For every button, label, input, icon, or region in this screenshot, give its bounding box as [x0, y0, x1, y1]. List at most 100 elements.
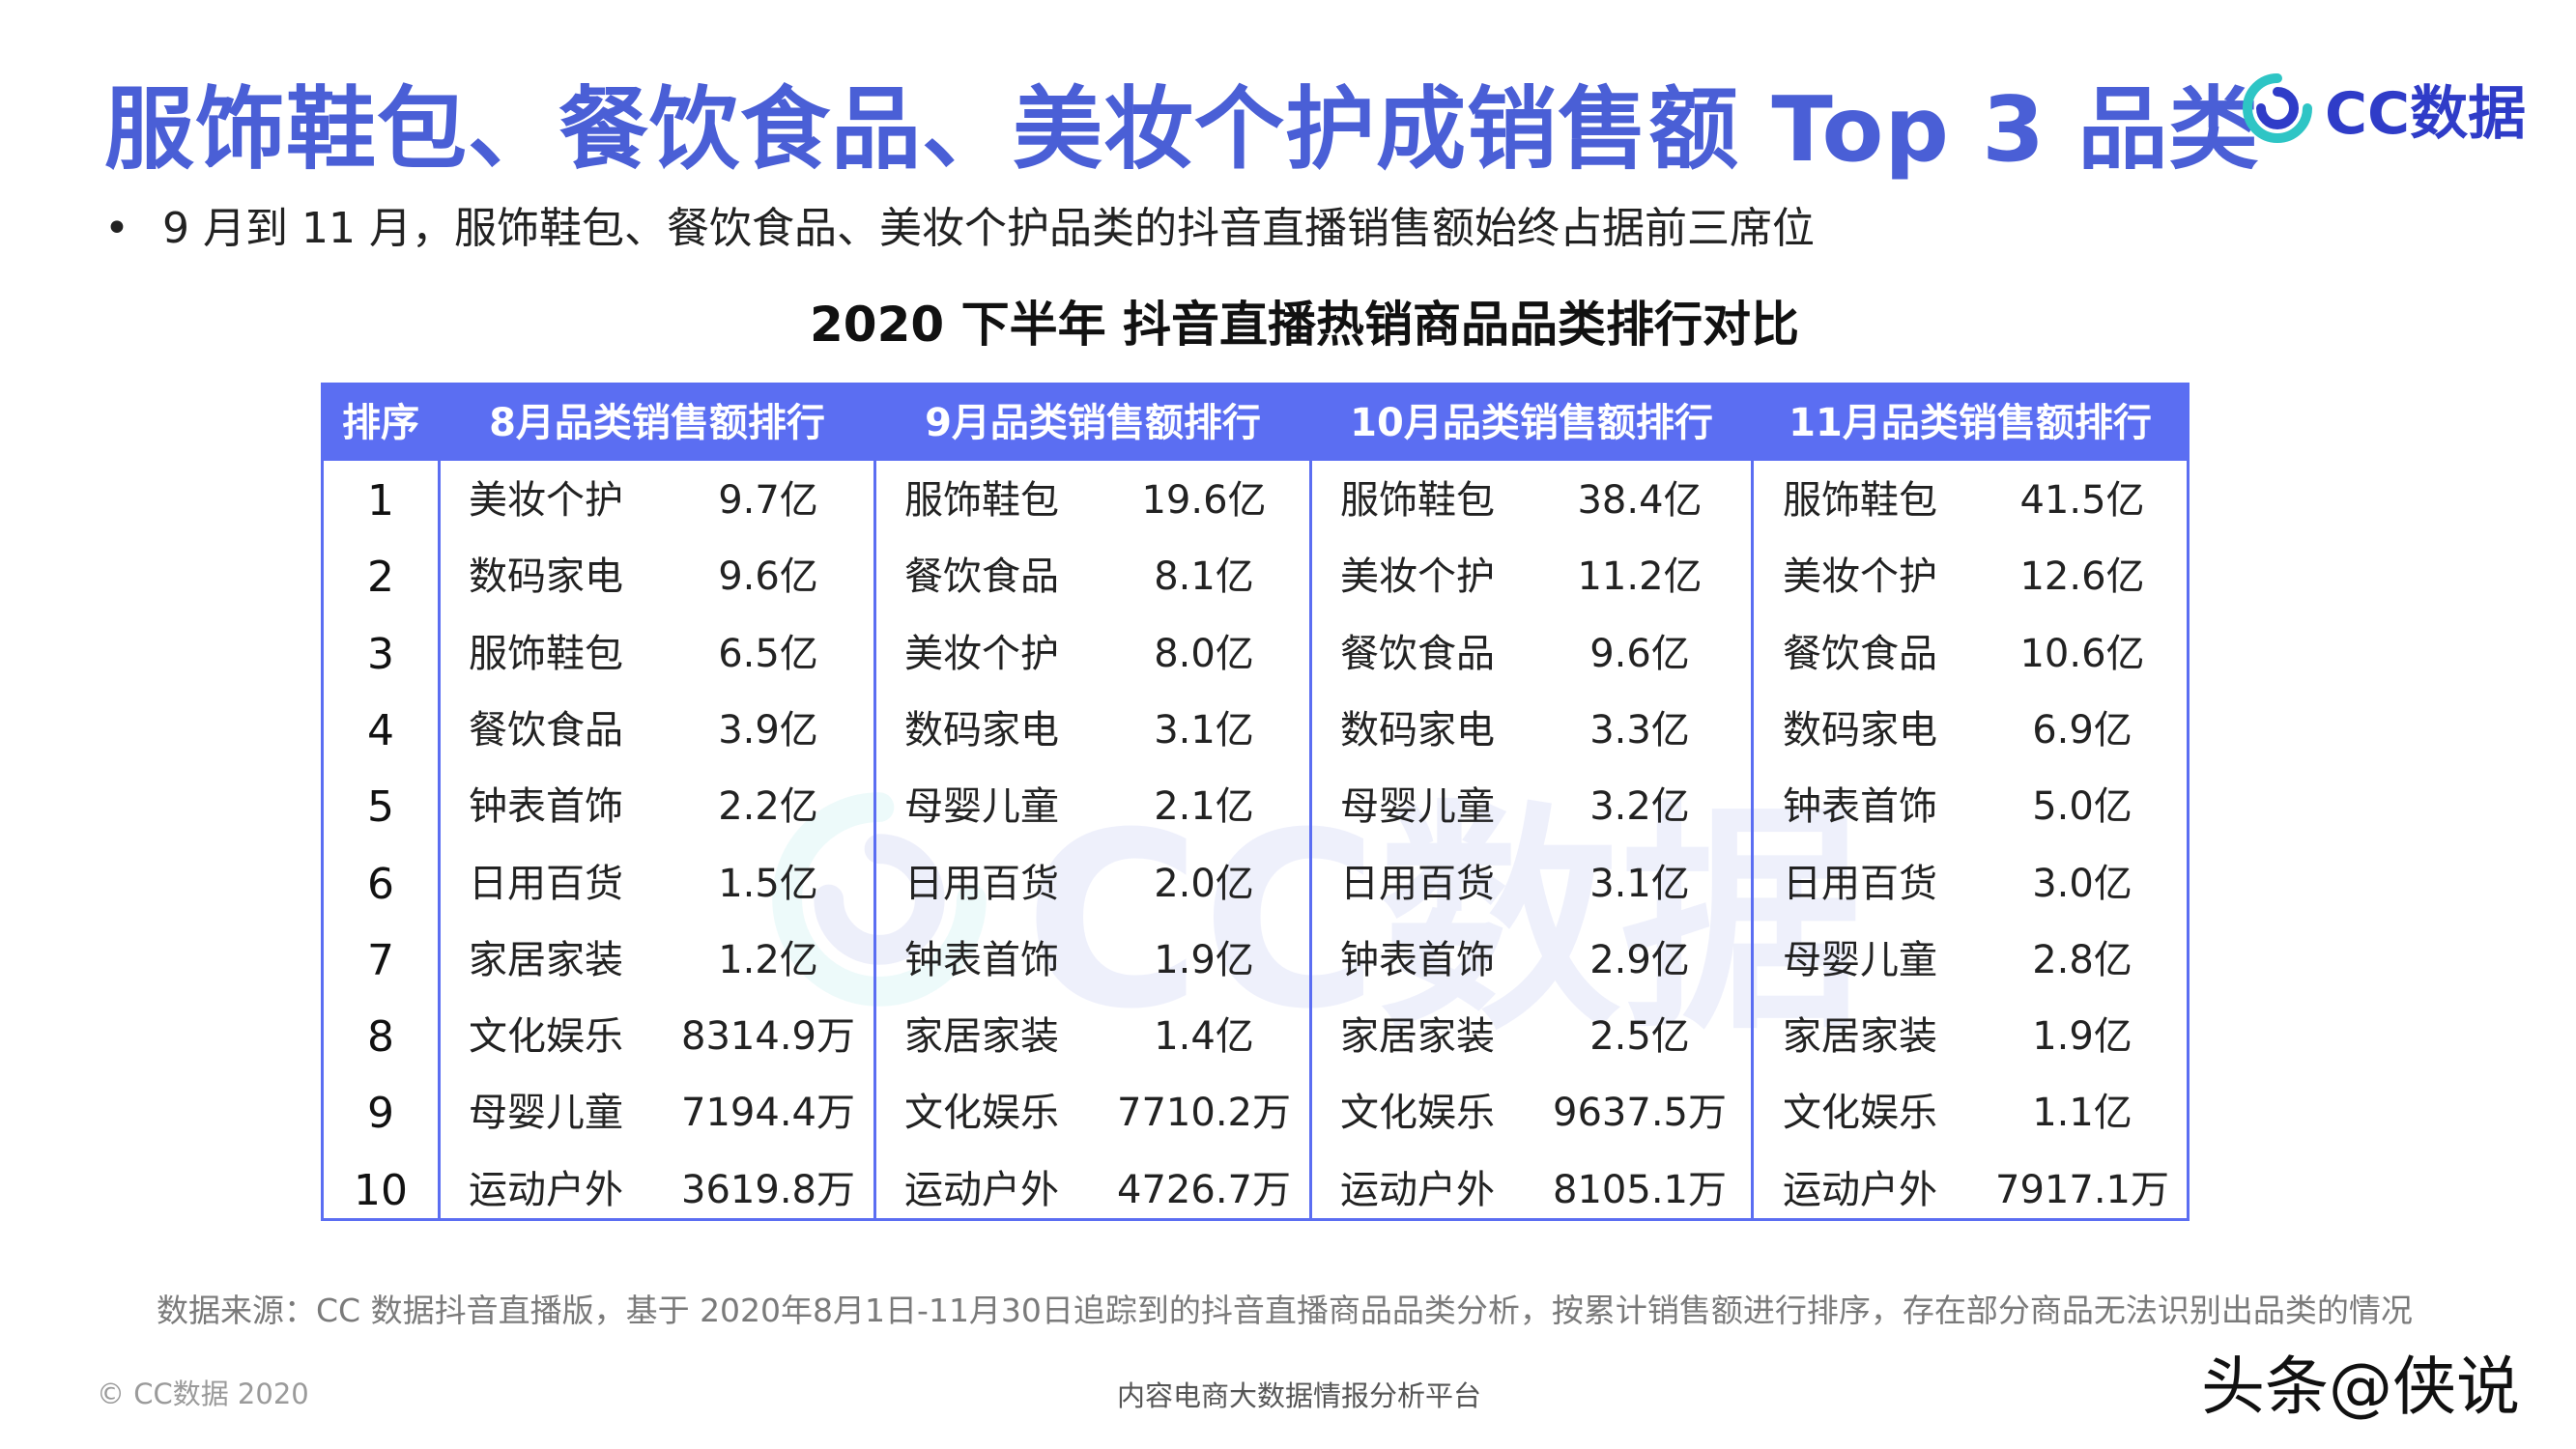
- sales-value: 2.9亿: [1589, 937, 1690, 982]
- header-month-11: 11月品类销售额排行: [1789, 401, 2152, 445]
- sales-value: 3.0亿: [2032, 861, 2132, 906]
- sales-value: 38.4亿: [1577, 478, 1703, 523]
- category-name: 餐饮食品: [1340, 631, 1495, 676]
- sales-value: 3.3亿: [1589, 707, 1690, 753]
- category-name: 数码家电: [904, 707, 1059, 753]
- table-title: 2020 下半年 抖音直播热销商品品类排行对比: [810, 297, 1799, 353]
- category-name: 日用百货: [1783, 861, 1937, 906]
- rank-cell: 4: [367, 705, 394, 755]
- sales-value: 10.6亿: [2019, 631, 2145, 676]
- column-divider: [873, 385, 876, 1218]
- sales-value: 9.7亿: [718, 478, 818, 523]
- sales-value: 7710.2万: [1117, 1091, 1291, 1136]
- category-name: 家居家装: [469, 937, 623, 982]
- category-name: 美妆个护: [904, 631, 1059, 676]
- header-rank: 排序: [342, 401, 419, 445]
- category-name: 母婴儿童: [469, 1091, 623, 1136]
- category-name: 钟表首饰: [1340, 937, 1495, 982]
- category-name: 运动户外: [1783, 1167, 1937, 1212]
- header-month-8: 8月品类销售额排行: [489, 401, 825, 445]
- sales-value: 3.1亿: [1154, 707, 1254, 753]
- sales-value: 1.9亿: [2032, 1014, 2132, 1060]
- copyright: © CC数据 2020: [97, 1378, 309, 1410]
- sales-value: 9.6亿: [1589, 631, 1690, 676]
- sales-value: 3.2亿: [1589, 784, 1690, 830]
- logo-text: CC数据: [2325, 79, 2527, 148]
- sales-value: 9637.5万: [1553, 1091, 1727, 1136]
- sales-value: 3.1亿: [1589, 861, 1690, 906]
- summary-text: 9 月到 11 月，服饰鞋包、餐饮食品、美妆个护品类的抖音直播销售额始终占据前三…: [162, 204, 1815, 253]
- category-name: 钟表首饰: [904, 937, 1059, 982]
- platform-name: 内容电商大数据情报分析平台: [1117, 1379, 1482, 1412]
- sales-value: 2.8亿: [2032, 937, 2132, 982]
- table-header-row: 排序 8月品类销售额排行 9月品类销售额排行 10月品类销售额排行 11月品类销…: [324, 385, 2187, 461]
- column-divider: [1309, 385, 1312, 1218]
- toutiao-watermark: 头条@侠说: [2201, 1350, 2520, 1424]
- rank-cell: 9: [367, 1089, 394, 1139]
- sales-value: 1.9亿: [1154, 937, 1254, 982]
- sales-value: 8105.1万: [1553, 1167, 1727, 1212]
- column-divider: [438, 385, 441, 1218]
- category-name: 数码家电: [1783, 707, 1937, 753]
- sales-value: 5.0亿: [2032, 784, 2132, 830]
- cc-data-logo-icon: [2243, 73, 2312, 143]
- rank-cell: 10: [354, 1165, 408, 1215]
- sales-value: 1.5亿: [718, 861, 818, 906]
- sales-value: 1.4亿: [1154, 1014, 1254, 1060]
- category-name: 文化娱乐: [469, 1014, 623, 1060]
- sales-value: 2.5亿: [1589, 1014, 1690, 1060]
- category-name: 母婴儿童: [1340, 784, 1495, 830]
- sales-value: 19.6亿: [1141, 478, 1267, 523]
- column-divider: [1751, 385, 1754, 1218]
- sales-value: 3619.8万: [681, 1167, 855, 1212]
- sales-value: 41.5亿: [2019, 478, 2145, 523]
- category-name: 文化娱乐: [904, 1091, 1059, 1136]
- category-name: 运动户外: [904, 1167, 1059, 1212]
- category-name: 美妆个护: [469, 478, 623, 523]
- rank-cell: 2: [367, 553, 394, 603]
- category-name: 文化娱乐: [1783, 1091, 1937, 1136]
- brand-logo: CC数据: [2240, 70, 2526, 148]
- rank-cell: 3: [367, 629, 394, 679]
- rank-cell: 7: [367, 935, 394, 985]
- category-name: 服饰鞋包: [469, 631, 623, 676]
- rank-cell: 8: [367, 1012, 394, 1063]
- category-name: 家居家装: [1783, 1014, 1937, 1060]
- sales-value: 11.2亿: [1577, 554, 1703, 600]
- sales-value: 2.0亿: [1154, 861, 1254, 906]
- data-source-note: 数据来源：CC 数据抖音直播版，基于 2020年8月1日-11月30日追踪到的抖…: [157, 1292, 2413, 1329]
- category-name: 美妆个护: [1340, 554, 1495, 600]
- category-name: 运动户外: [1340, 1167, 1495, 1212]
- category-name: 家居家装: [1340, 1014, 1495, 1060]
- category-name: 服饰鞋包: [904, 478, 1059, 523]
- category-name: 服饰鞋包: [1783, 478, 1937, 523]
- header-month-9: 9月品类销售额排行: [925, 401, 1261, 445]
- category-name: 服饰鞋包: [1340, 478, 1495, 523]
- category-ranking-table: 排序 8月品类销售额排行 9月品类销售额排行 10月品类销售额排行 11月品类销…: [321, 383, 2190, 1221]
- sales-value: 7917.1万: [1995, 1167, 2169, 1212]
- category-name: 餐饮食品: [1783, 631, 1937, 676]
- category-name: 日用百货: [469, 861, 623, 906]
- summary-bullet: • 9 月到 11 月，服饰鞋包、餐饮食品、美妆个护品类的抖音直播销售额始终占据前…: [104, 193, 1815, 255]
- category-name: 餐饮食品: [469, 707, 623, 753]
- sales-value: 2.1亿: [1154, 784, 1254, 830]
- category-name: 钟表首饰: [1783, 784, 1937, 830]
- category-name: 母婴儿童: [904, 784, 1059, 830]
- sales-value: 8314.9万: [681, 1014, 855, 1060]
- sales-value: 1.2亿: [718, 937, 818, 982]
- header-month-10: 10月品类销售额排行: [1350, 401, 1713, 445]
- sales-value: 12.6亿: [2019, 554, 2145, 600]
- sales-value: 8.0亿: [1154, 631, 1254, 676]
- sales-value: 6.5亿: [718, 631, 818, 676]
- sales-value: 6.9亿: [2032, 707, 2132, 753]
- category-name: 餐饮食品: [904, 554, 1059, 600]
- category-name: 数码家电: [1340, 707, 1495, 753]
- rank-cell: 5: [367, 782, 394, 833]
- category-name: 母婴儿童: [1783, 937, 1937, 982]
- sales-value: 9.6亿: [718, 554, 818, 600]
- category-name: 家居家装: [904, 1014, 1059, 1060]
- category-name: 文化娱乐: [1340, 1091, 1495, 1136]
- rank-cell: 1: [367, 476, 394, 526]
- sales-value: 7194.4万: [681, 1091, 855, 1136]
- category-name: 钟表首饰: [469, 784, 623, 830]
